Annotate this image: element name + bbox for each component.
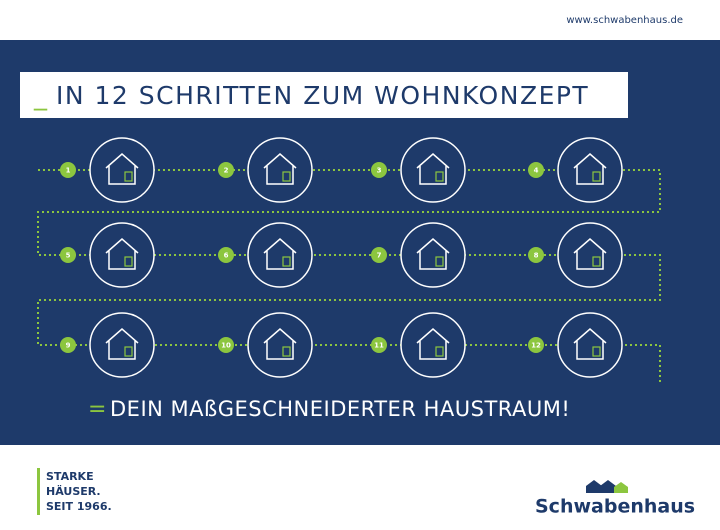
house-icon [105, 238, 139, 270]
title-box [20, 72, 628, 118]
step-badge [218, 162, 234, 178]
step-number: 3 [377, 167, 382, 175]
house-icon [573, 238, 607, 270]
house-detail [124, 256, 133, 267]
result-text: DEIN MAßGESCHNEIDERTER HAUSTRAUM! [110, 397, 570, 421]
step-number: 11 [374, 342, 384, 350]
step-number: 5 [66, 252, 71, 260]
logo-icon [586, 480, 628, 493]
house-detail [592, 256, 601, 267]
slogan-line: STARKE [46, 470, 94, 483]
step-circle [557, 137, 623, 203]
step-badge [371, 247, 387, 263]
step-badge [371, 162, 387, 178]
step-badge [528, 162, 544, 178]
step-circle [247, 312, 313, 378]
step-circle [89, 137, 155, 203]
house-icon [263, 328, 297, 360]
step-circle [400, 222, 466, 288]
step-number: 1 [66, 167, 71, 175]
step-badge [60, 247, 76, 263]
house-detail [282, 346, 291, 357]
step-badge [60, 162, 76, 178]
step-number: 12 [531, 342, 541, 350]
steps: 1 2 3 45 6 7 89 10 11 12 [60, 137, 623, 378]
step-circle [89, 222, 155, 288]
slogan-bar [37, 468, 40, 515]
step-number: 6 [224, 252, 229, 260]
house-detail [435, 256, 444, 267]
house-detail [435, 171, 444, 182]
slogan-line: HÄUSER. [46, 484, 101, 498]
step-circle [89, 312, 155, 378]
step-number: 10 [221, 342, 231, 350]
result-prefix: = [88, 397, 106, 422]
house-icon [573, 328, 607, 360]
house-detail [592, 171, 601, 182]
house-icon [263, 153, 297, 185]
step-circle [557, 222, 623, 288]
step-badge [371, 337, 387, 353]
logo-text: Schwabenhaus [535, 496, 695, 518]
house-detail [124, 346, 133, 357]
house-icon [105, 153, 139, 185]
step-circle [247, 222, 313, 288]
house-detail [124, 171, 133, 182]
step-number: 8 [534, 252, 539, 260]
step-circle [400, 312, 466, 378]
step-circle [247, 137, 313, 203]
house-detail [282, 256, 291, 267]
title-text: IN 12 SCHRITTEN ZUM WOHNKONZEPT [56, 81, 589, 110]
step-badge [218, 247, 234, 263]
step-badge [528, 247, 544, 263]
step-circle [557, 312, 623, 378]
path-line [37, 169, 661, 385]
house-detail [435, 346, 444, 357]
slogan-line: SEIT 1966. [46, 500, 112, 513]
step-number: 4 [534, 167, 539, 175]
step-badge [218, 337, 234, 353]
house-icon [416, 153, 450, 185]
step-number: 2 [224, 167, 229, 175]
house-icon [105, 328, 139, 360]
step-badge [528, 337, 544, 353]
title-prefix: _ [33, 82, 48, 112]
house-icon [416, 238, 450, 270]
step-badge [60, 337, 76, 353]
website-url: www.schwabenhaus.de [566, 15, 683, 26]
house-icon [263, 238, 297, 270]
house-detail [592, 346, 601, 357]
step-number: 9 [66, 342, 71, 350]
house-icon [416, 328, 450, 360]
step-number: 7 [377, 252, 382, 260]
step-circle [400, 137, 466, 203]
house-icon [573, 153, 607, 185]
house-detail [282, 171, 291, 182]
